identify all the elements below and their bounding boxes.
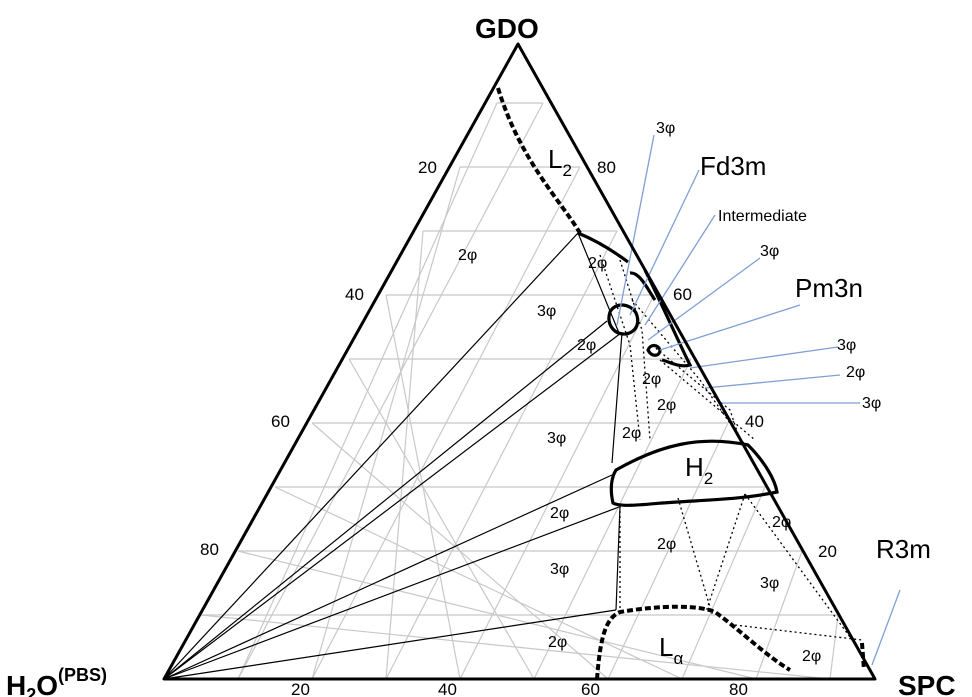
tick-bottom-40: 40 xyxy=(438,680,457,697)
triangle-frame xyxy=(162,42,877,681)
region-label-15: 2φ xyxy=(642,371,661,388)
callout-2phi-r2: 2φ xyxy=(846,364,865,381)
region-label-2: 2φ xyxy=(588,255,607,272)
tick-right-20: 20 xyxy=(818,542,837,561)
callout-r3m: R3m xyxy=(876,534,931,564)
phase-label-l2: L2 xyxy=(548,144,572,180)
region-label-4: 2φ xyxy=(577,337,596,354)
region-label-1: 2φ xyxy=(458,247,477,264)
tick-right-40: 40 xyxy=(745,412,764,431)
tie-lines xyxy=(163,232,623,680)
phase-boundaries xyxy=(496,87,866,680)
region-label-13: 3φ xyxy=(760,575,779,592)
region-label-7: 2φ xyxy=(622,425,641,442)
tick-labels: 20 40 60 80 20 40 60 80 80 60 40 20 xyxy=(200,158,837,697)
phase-label-h2: H2 xyxy=(685,452,713,488)
vertex-label-right: SPC xyxy=(898,670,956,697)
callout-3phi-r1: 3φ xyxy=(837,337,856,354)
region-label-12: 2φ xyxy=(548,634,567,651)
callout-intermediate: Intermediate xyxy=(718,208,807,225)
region-label-14: 2φ xyxy=(802,648,821,665)
tick-left-40: 40 xyxy=(345,285,364,304)
region-label-3: 3φ xyxy=(537,303,556,320)
region-labels: 2φ 2φ 3φ 2φ 2φ 3φ 2φ 2φ 2φ 2φ 3φ 2φ 3φ 2… xyxy=(458,247,821,665)
region-label-9: 2φ xyxy=(772,514,791,531)
callout-3phi-r3: 3φ xyxy=(862,395,881,412)
vertex-label-left: H2O(PBS) xyxy=(6,665,107,697)
tick-left-20: 20 xyxy=(418,158,437,177)
tick-right-60: 60 xyxy=(673,285,692,304)
fd3m-loop xyxy=(607,303,640,336)
intermediate-band xyxy=(643,269,693,368)
tick-left-60: 60 xyxy=(271,412,290,431)
tick-bottom-20: 20 xyxy=(291,680,310,697)
region-label-11: 3φ xyxy=(550,561,569,578)
la-boundary xyxy=(595,604,792,680)
phase-label-la: Lα xyxy=(659,632,683,668)
callout-lines xyxy=(616,134,901,666)
callout-3phi-mid: 3φ xyxy=(760,243,779,260)
tick-left-80: 80 xyxy=(200,540,219,559)
callout-3phi-top: 3φ xyxy=(656,120,675,137)
callout-fd3m: Fd3m xyxy=(700,151,766,181)
region-label-8: 2φ xyxy=(550,505,569,522)
region-label-5: 2φ xyxy=(657,397,676,414)
tick-bottom-60: 60 xyxy=(581,680,600,697)
tick-bottom-80: 80 xyxy=(729,680,748,697)
vertex-label-top: GDO xyxy=(475,13,539,44)
pm3n-loop xyxy=(646,343,662,357)
h2-region xyxy=(609,439,779,507)
region-label-6: 3φ xyxy=(547,430,566,447)
l2-loop xyxy=(577,231,629,264)
tick-right-80: 80 xyxy=(597,158,616,177)
fd3m-band xyxy=(629,271,657,301)
region-label-10: 2φ xyxy=(657,536,676,553)
dotted-boundaries xyxy=(599,254,863,649)
callout-pm3n: Pm3n xyxy=(795,273,863,303)
